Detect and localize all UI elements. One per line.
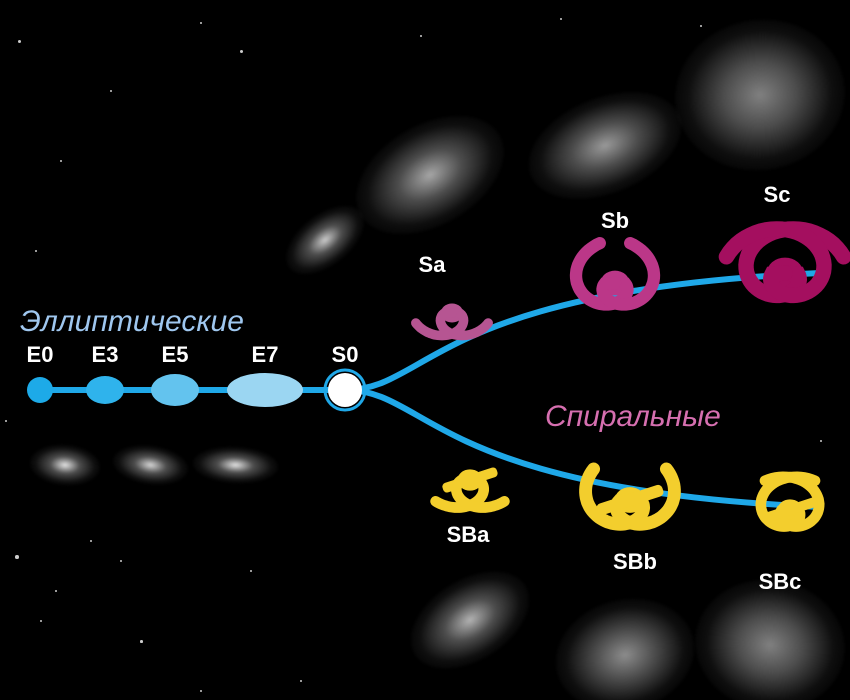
- bg-galaxy: [28, 442, 101, 488]
- bg-galaxy: [543, 584, 707, 700]
- label-E7: E7: [252, 342, 279, 368]
- hubble-tuning-fork-diagram: E0 E3 E5 E7 S0 Sa Sb Sc SBa SBb SBc Эллиптические Сп…: [0, 0, 850, 700]
- label-Sc: Sc: [764, 182, 791, 208]
- bg-star: [420, 35, 422, 37]
- elliptical-glyph-E7: [227, 373, 303, 407]
- bg-star: [200, 690, 202, 692]
- barred-spiral-glyph-SBb: [586, 469, 675, 524]
- label-SBb: SBb: [613, 549, 657, 575]
- bg-galaxy: [336, 92, 525, 259]
- bg-star: [90, 540, 92, 542]
- bg-star: [820, 440, 822, 442]
- elliptical-glyph-E5: [151, 374, 199, 406]
- bg-star: [120, 560, 122, 562]
- label-SBc: SBc: [759, 569, 802, 595]
- bg-galaxy: [192, 445, 279, 485]
- label-E0: E0: [27, 342, 54, 368]
- diagram-svg: [0, 0, 850, 700]
- bg-star: [5, 420, 7, 422]
- fork-upper: [345, 273, 820, 390]
- lenticular-glyph-S0: [328, 373, 362, 407]
- bg-star: [700, 25, 702, 27]
- bg-star: [200, 22, 202, 24]
- bg-star: [110, 90, 112, 92]
- bg-star: [250, 570, 252, 572]
- spiral-glyph-Sb: [576, 243, 654, 304]
- bg-star: [560, 18, 562, 20]
- barred-spiral-glyph-SBa: [436, 466, 505, 507]
- elliptical-glyph-E0: [27, 377, 53, 403]
- label-E5: E5: [162, 342, 189, 368]
- label-S0: S0: [332, 342, 359, 368]
- heading-spiral: Спиральные: [545, 400, 721, 434]
- bg-star: [300, 680, 302, 682]
- bg-galaxy: [663, 6, 850, 183]
- spiral-glyph-Sc: [726, 229, 843, 296]
- label-Sb: Sb: [601, 208, 629, 234]
- elliptical-glyph-E3: [86, 376, 124, 404]
- bg-star: [40, 620, 42, 622]
- bg-galaxy: [394, 552, 547, 689]
- bg-galaxy: [513, 71, 697, 219]
- bg-star: [140, 640, 143, 643]
- spiral-glyph-Sa: [416, 303, 488, 335]
- heading-elliptical: Эллиптические: [20, 305, 244, 339]
- bg-galaxy: [110, 441, 190, 489]
- bg-star: [18, 40, 21, 43]
- bg-star: [240, 50, 243, 53]
- label-E3: E3: [92, 342, 119, 368]
- bg-star: [55, 590, 57, 592]
- bg-star: [60, 160, 62, 162]
- label-SBa: SBa: [447, 522, 490, 548]
- bg-star: [15, 555, 19, 559]
- lenticular-ring: [325, 370, 365, 410]
- barred-spiral-glyph-SBc: [761, 477, 819, 527]
- bg-star: [35, 250, 37, 252]
- label-Sa: Sa: [419, 252, 446, 278]
- bg-galaxy: [274, 193, 376, 288]
